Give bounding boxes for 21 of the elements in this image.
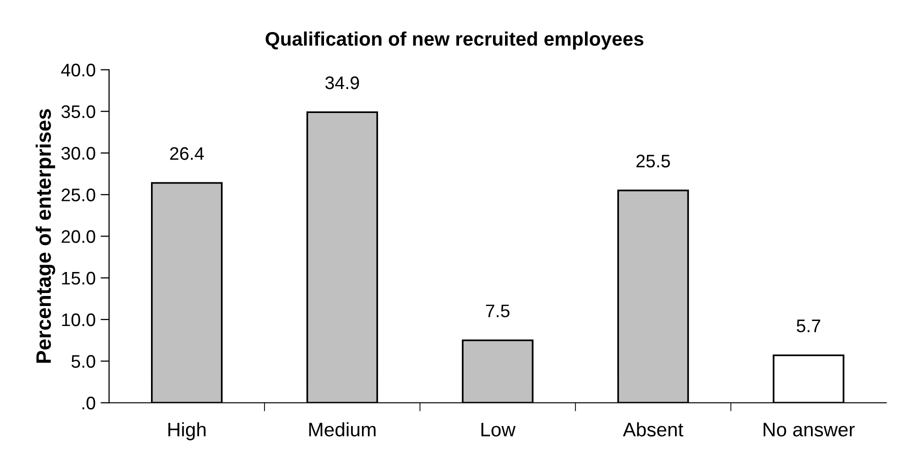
y-tick-label: 15.0 [62,272,96,285]
data-label: 26.4 [170,147,204,160]
data-label: 25.5 [636,154,670,168]
y-tick-label: 20.0 [62,230,96,243]
x-tick-label: No answer [764,422,855,436]
chart-title: Qualification of new recruited employees [266,32,644,50]
data-label: 5.7 [796,320,820,332]
data-label: 7.5 [486,304,510,318]
x-tick-label: Medium [309,422,376,436]
y-tick-label: 10.0 [62,313,96,326]
y-tick-label: 25.0 [62,188,96,202]
y-axis-title: Percentage of enterprises [36,109,56,363]
y-tick-label: 35.0 [61,105,96,118]
x-tick-label: High [168,422,206,440]
y-tick-label: 5.0 [72,355,96,368]
y-tick-label: 40.0 [61,64,96,76]
x-tick-label: Low [481,422,516,436]
x-tick-label: Absent [622,422,684,436]
y-tick-label: 30.0 [61,146,96,160]
y-tick-label: .0 [82,396,96,410]
data-label: 34.9 [325,76,359,90]
